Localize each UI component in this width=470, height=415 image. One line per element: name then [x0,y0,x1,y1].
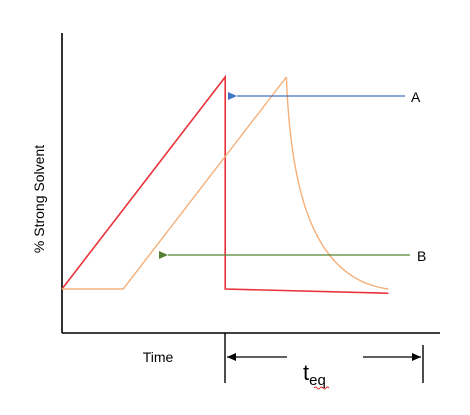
interval-label-main: t [303,360,309,385]
annotation-a-label: A [411,89,421,105]
x-axis-label: Time [143,349,174,365]
annotation-b-label: B [417,248,426,264]
series-orange-line [62,76,287,290]
series-orange-decay-curve [285,76,389,290]
interval-label-sub: eq [309,372,326,389]
y-axis-label: % Strong Solvent [31,145,47,253]
interval-label: teq [303,360,326,389]
series-red-line [61,74,389,295]
spellcheck-underline [313,386,330,390]
